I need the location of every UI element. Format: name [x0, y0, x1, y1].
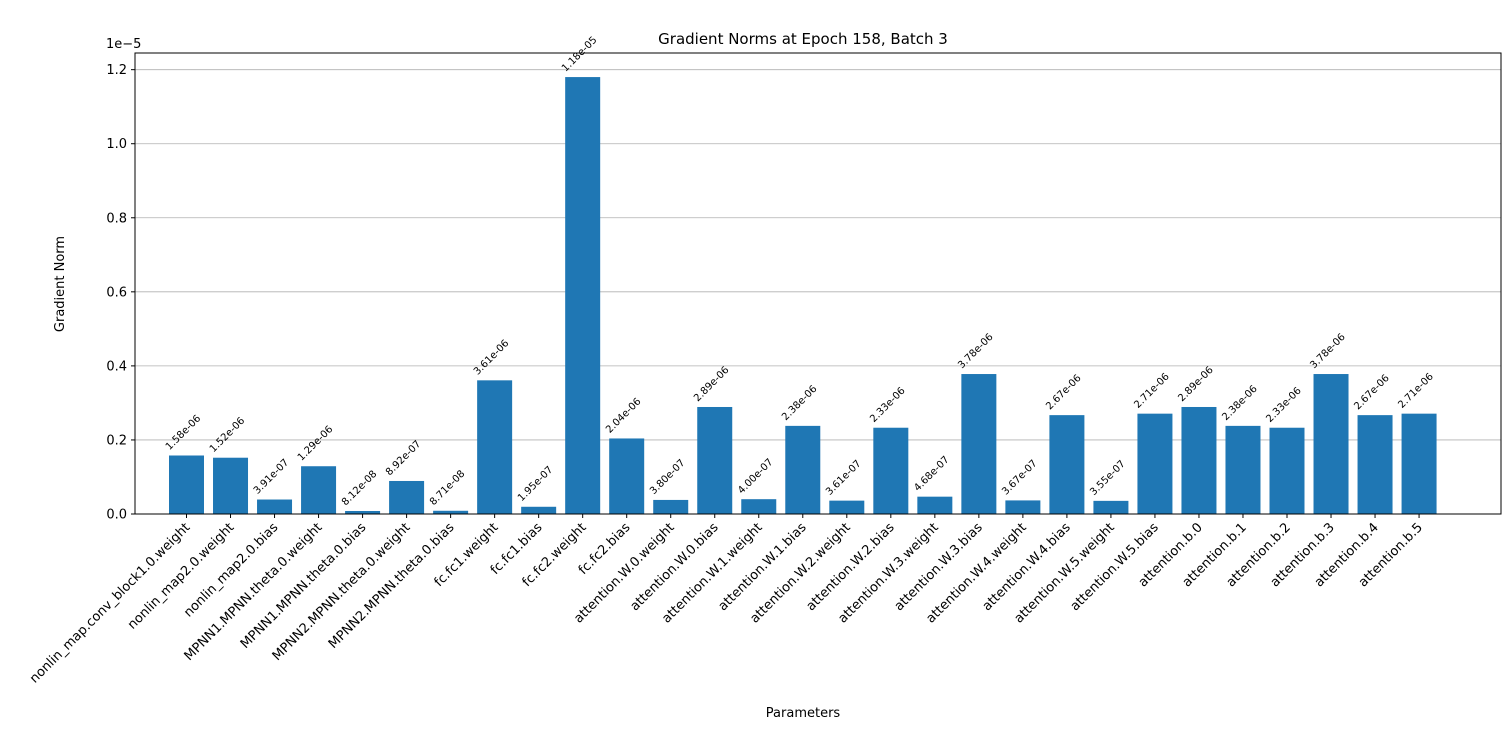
x-axis-ticks: nonlin_map.conv_block1.0.weightnonlin_ma… [27, 514, 1426, 686]
bar [1181, 406, 1217, 514]
x-tick-label: nonlin_map.conv_block1.0.weight [27, 520, 193, 686]
bar [741, 499, 777, 514]
data-label: 3.80e-07 [648, 458, 687, 497]
bar [565, 77, 601, 515]
bar [169, 455, 204, 514]
bar [257, 499, 293, 514]
data-label: 3.91e-07 [252, 457, 291, 496]
data-label: 8.12e-08 [340, 469, 379, 508]
data-label: 2.67e-06 [1044, 373, 1083, 412]
data-label: 3.55e-07 [1088, 459, 1127, 498]
plot-frame [134, 52, 1502, 515]
bar [345, 510, 381, 514]
y-tick-label: 1.2 [106, 63, 127, 78]
bar [213, 457, 249, 514]
chart-title: Gradient Norms at Epoch 158, Batch 3 [658, 30, 948, 48]
bar [785, 425, 821, 514]
y-tick-label: 0.4 [106, 359, 127, 374]
bar [873, 427, 909, 514]
bar [433, 510, 469, 514]
data-label: 3.78e-06 [956, 332, 995, 371]
bar [917, 496, 953, 514]
data-label: 3.61e-07 [824, 458, 863, 497]
data-label: 1.58e-06 [164, 413, 203, 452]
bar [1225, 425, 1261, 514]
data-label: 2.33e-06 [1264, 385, 1303, 424]
data-label: 2.38e-06 [1220, 384, 1259, 423]
bar [961, 374, 997, 514]
data-label: 4.68e-07 [912, 454, 951, 493]
data-label: 3.61e-06 [472, 338, 511, 377]
data-label: 1.52e-06 [208, 415, 247, 454]
data-label: 1.95e-07 [516, 464, 555, 503]
bar [1137, 413, 1173, 514]
y-tick-label: 0.6 [106, 285, 127, 300]
data-label: 3.78e-06 [1308, 332, 1347, 371]
y-axis-label: Gradient Norm [53, 236, 68, 332]
y-tick-label: 0.0 [106, 508, 127, 523]
data-label: 4.00e-07 [736, 457, 775, 496]
bar [477, 380, 513, 514]
y-tick-label: 0.8 [106, 211, 127, 226]
bar [1357, 415, 1393, 514]
data-label: 3.67e-07 [1000, 458, 1039, 497]
bar [1401, 413, 1437, 514]
bars [169, 77, 1437, 515]
bar [609, 438, 645, 514]
y-axis-offset-label: 1e−5 [106, 37, 141, 52]
data-label: 2.04e-06 [604, 396, 643, 435]
bar [1005, 500, 1041, 514]
data-label: 2.67e-06 [1352, 373, 1391, 412]
bar [653, 499, 689, 514]
data-label: 1.29e-06 [296, 424, 335, 463]
bar [1093, 500, 1129, 514]
data-label: 8.71e-08 [428, 468, 467, 507]
data-label: 2.71e-06 [1132, 371, 1171, 410]
gridlines [135, 69, 1501, 515]
data-label: 2.89e-06 [692, 365, 731, 404]
data-label: 8.92e-07 [384, 439, 423, 478]
data-label: 1.18e-05 [560, 35, 599, 74]
bar [389, 480, 425, 514]
data-label: 2.89e-06 [1176, 365, 1215, 404]
bar [1313, 374, 1349, 514]
bar [1269, 427, 1305, 514]
bar [521, 506, 557, 514]
data-label: 2.71e-06 [1396, 371, 1435, 410]
y-tick-label: 0.2 [106, 433, 127, 448]
data-label: 2.33e-06 [868, 385, 907, 424]
bar [1049, 415, 1085, 514]
data-label: 2.38e-06 [780, 384, 819, 423]
y-tick-label: 1.0 [106, 137, 127, 152]
bar [829, 500, 865, 514]
bar [697, 406, 733, 514]
y-axis-ticks: 0.0 0.2 0.4 0.6 0.8 1.0 1.2 [106, 63, 135, 523]
bar [301, 466, 337, 514]
x-axis-label: Parameters [766, 706, 841, 721]
